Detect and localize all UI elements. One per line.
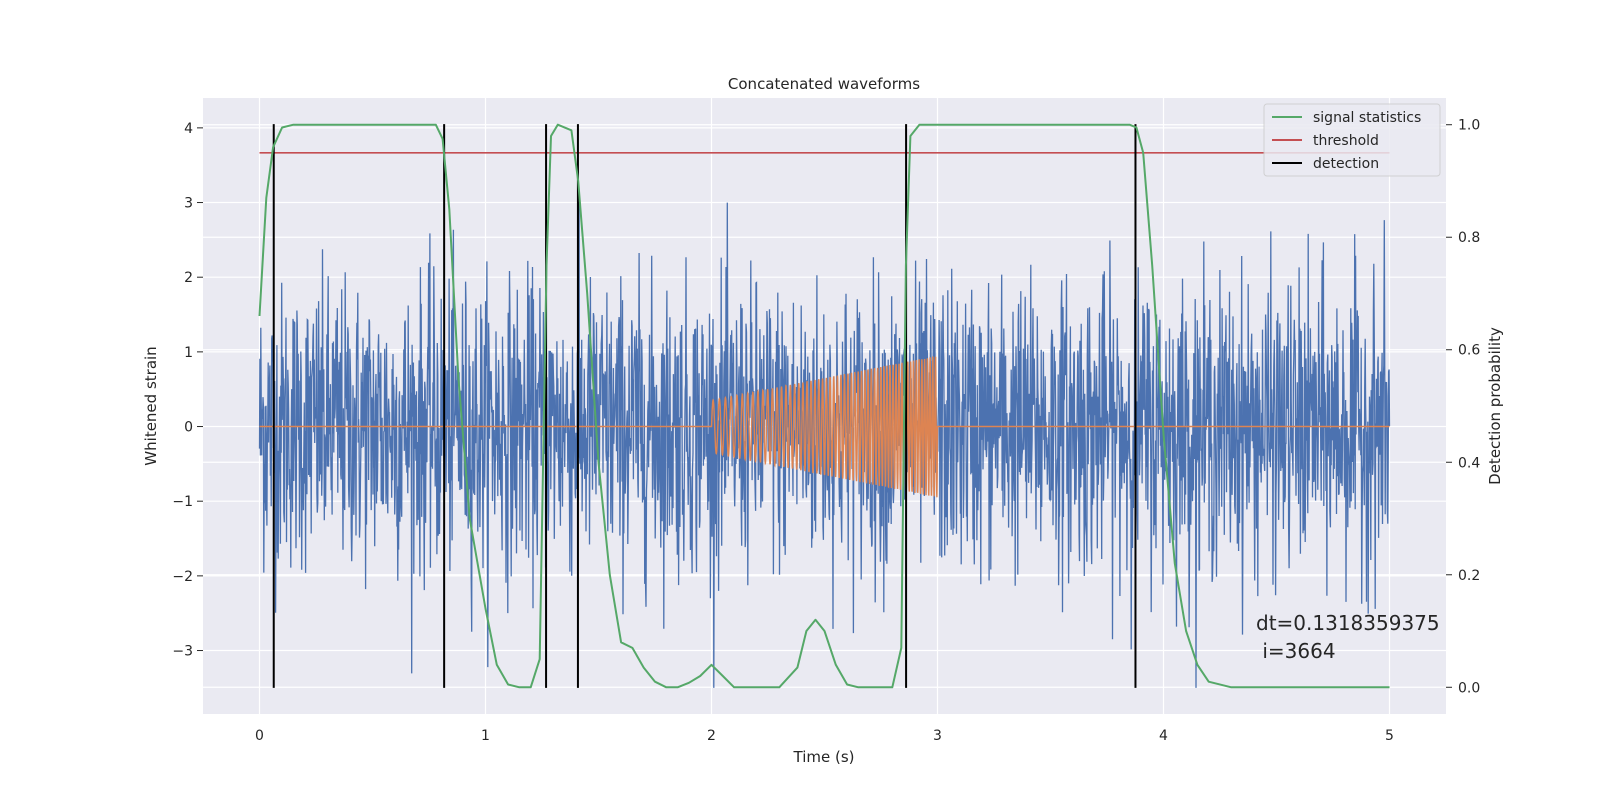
signal-statistics-line [258,123,1390,689]
plot-area [258,123,1391,689]
legend-box [1263,103,1441,177]
x-tick-label: 2 [707,728,716,744]
legend: signal statistics threshold detection [1263,103,1441,177]
legend-label-threshold: threshold [1313,133,1379,149]
x-tick-label: 3 [933,728,942,744]
y2-tick-label: 0.2 [1458,568,1480,584]
x-axis-label: Time (s) [793,748,855,766]
legend-label-detection: detection [1313,156,1379,172]
y2-tick-label: 0.4 [1458,455,1480,471]
axis-ticks: 0 1 2 3 4 5 −3 −2 −1 0 1 2 3 4 0.0 0.2 0.4 0.6 0.8 1.0 [172,118,1480,744]
y-tick-label: 2 [184,270,193,286]
y-tick-label: 1 [184,345,193,361]
y-tick-label: 4 [184,121,193,137]
y2-axis-label: Detection probability [1486,327,1504,485]
x-tick-label: 5 [1385,728,1394,744]
y-axis-label: Whitened strain [142,346,160,465]
dt-annotation: dt=0.1318359375 [1256,611,1440,635]
y2-tick-label: 0.0 [1458,680,1480,696]
y-tick-label: −2 [172,569,193,585]
y-tick-label: −3 [172,644,193,660]
injected-chirp-line [259,356,1390,498]
x-tick-label: 1 [481,728,490,744]
index-annotation: i=3664 [1256,639,1336,663]
legend-label-signal-statistics: signal statistics [1313,110,1421,126]
y2-tick-label: 0.8 [1458,230,1480,246]
y2-tick-label: 1.0 [1458,118,1480,134]
y-tick-label: −1 [172,494,193,510]
x-tick-label: 4 [1159,728,1168,744]
x-tick-label: 0 [255,728,264,744]
chart-title: Concatenated waveforms [728,75,920,93]
y2-tick-label: 0.6 [1458,343,1480,359]
y-tick-label: 3 [184,196,193,212]
y-tick-label: 0 [184,420,193,436]
